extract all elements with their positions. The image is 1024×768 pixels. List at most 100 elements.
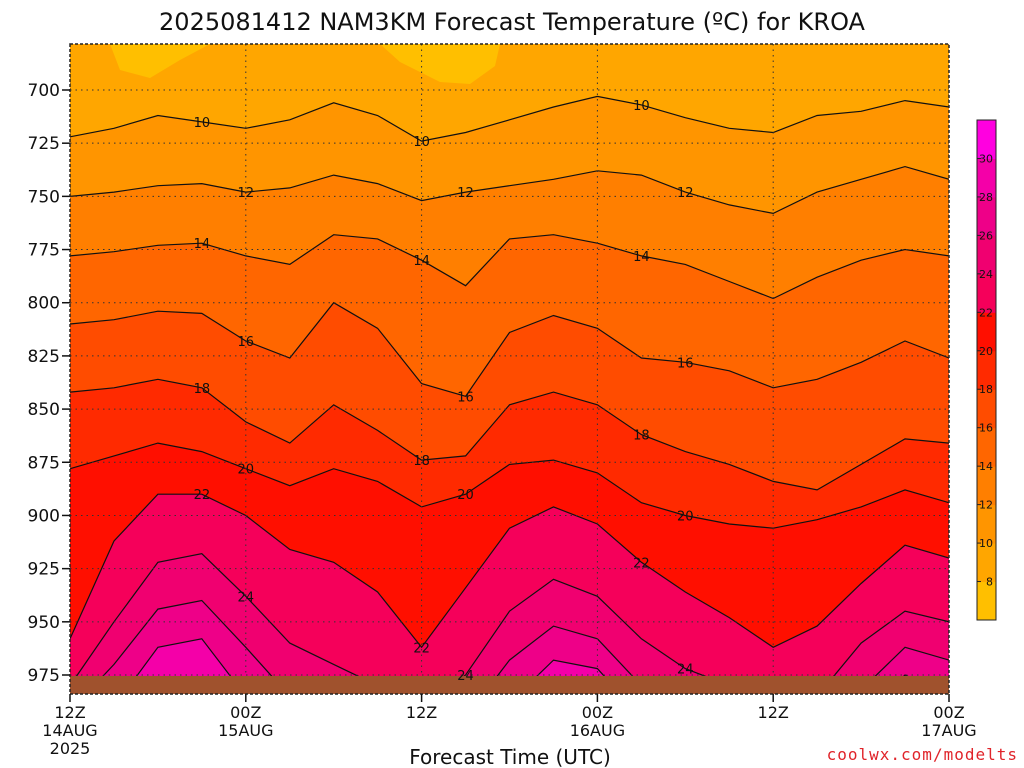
contour-labels: 10 10 10 12 12 12 14 14 14 16 16 16 18 18 18 20 20 20 22 22… bbox=[194, 99, 694, 684]
contour-label-24-1: 24 bbox=[457, 669, 474, 684]
plot-area bbox=[70, 44, 949, 694]
contour-label-20-1: 20 bbox=[457, 488, 474, 503]
colorbar-swatch-1 bbox=[977, 543, 996, 583]
y-tick-label-700: 700 bbox=[28, 81, 60, 101]
contour-label-18-1: 18 bbox=[413, 454, 430, 469]
contour-label-16-2: 16 bbox=[677, 356, 694, 371]
colorbar-swatch-10 bbox=[977, 196, 996, 236]
colorbar-swatch-5 bbox=[977, 389, 996, 429]
contour-label-10-2: 10 bbox=[633, 99, 650, 114]
contour-label-16-0: 16 bbox=[238, 335, 255, 350]
contour-label-12-0: 12 bbox=[238, 186, 255, 201]
isotherm-22 bbox=[70, 493, 949, 649]
x-tick-label-60-1: 17AUG bbox=[921, 721, 976, 740]
plot-frame bbox=[69, 43, 950, 695]
colorbar-swatch-12 bbox=[977, 120, 996, 159]
band-8-pocket-b bbox=[380, 44, 500, 84]
band-24-plus bbox=[70, 553, 949, 694]
y-tick-label-900: 900 bbox=[28, 506, 60, 526]
x-axis-label: Forecast Time (UTC) bbox=[409, 745, 611, 768]
contour-label-12-2: 12 bbox=[677, 186, 694, 201]
colorbar-label-10: 10 bbox=[979, 537, 993, 550]
contour-label-20-2: 20 bbox=[677, 509, 694, 524]
x-tick-label-36-0: 00Z bbox=[582, 703, 613, 722]
isotherm-26 bbox=[85, 599, 949, 694]
contour-label-24-0: 24 bbox=[238, 590, 255, 605]
colorbar-swatch-7 bbox=[977, 312, 996, 352]
colorbar-label-20: 20 bbox=[979, 345, 993, 358]
colorbar-label-16: 16 bbox=[979, 422, 993, 435]
colorbar-swatch-8 bbox=[977, 273, 996, 313]
x-tick-label-12-0: 00Z bbox=[230, 703, 261, 722]
y-tick-label-875: 875 bbox=[28, 453, 60, 473]
contour-label-20-0: 20 bbox=[238, 463, 255, 478]
contour-label-18-2: 18 bbox=[633, 429, 650, 444]
contour-label-14-1: 14 bbox=[413, 254, 430, 269]
isotherm-10 bbox=[70, 95, 949, 142]
colorbar-label-28: 28 bbox=[979, 191, 993, 204]
isotherm-24 bbox=[70, 553, 949, 694]
y-tick-label-850: 850 bbox=[28, 400, 60, 420]
y-axis-ticks: 700 725 750 775 800 825 850 875 900 925 950 975 bbox=[28, 81, 70, 686]
colorbar-label-8: 8 bbox=[986, 576, 993, 589]
colorbar-swatch-11 bbox=[977, 158, 996, 198]
isotherm-16 bbox=[70, 301, 949, 397]
chart-title: 2025081412 NAM3KM Forecast Temperature (… bbox=[159, 8, 866, 36]
contour-label-14-2: 14 bbox=[633, 250, 650, 265]
contour-label-10-1: 10 bbox=[413, 135, 430, 150]
x-tick-label-0-2: 2025 bbox=[50, 739, 91, 758]
y-tick-label-725: 725 bbox=[28, 134, 60, 154]
x-tick-label-0-0: 12Z bbox=[54, 703, 85, 722]
x-tick-label-0-1: 14AUG bbox=[42, 721, 97, 740]
contour-label-22-0: 22 bbox=[194, 488, 211, 503]
contour-label-18-0: 18 bbox=[194, 382, 211, 397]
ground-surface bbox=[70, 676, 949, 694]
colorbar-label-14: 14 bbox=[979, 460, 993, 473]
contour-label-10-0: 10 bbox=[194, 116, 211, 131]
x-tick-label-60-0: 00Z bbox=[933, 703, 964, 722]
y-tick-label-950: 950 bbox=[28, 613, 60, 633]
y-tick-label-775: 775 bbox=[28, 241, 60, 261]
colorbar-swatch-4 bbox=[977, 427, 996, 467]
contour-label-22-1: 22 bbox=[413, 641, 430, 656]
colorbar-swatch-6 bbox=[977, 350, 996, 390]
y-tick-label-825: 825 bbox=[28, 347, 60, 367]
contour-label-22-2: 22 bbox=[633, 556, 650, 571]
colorbar-label-26: 26 bbox=[979, 229, 993, 242]
isotherm-28 bbox=[122, 638, 946, 694]
isotherm-contours bbox=[70, 95, 949, 694]
y-tick-label-750: 750 bbox=[28, 187, 60, 207]
x-tick-label-24-0: 12Z bbox=[406, 703, 437, 722]
colorbar-swatch-3 bbox=[977, 466, 996, 506]
colorbar: 8 10 12 14 16 18 20 22 24 26 28 30 bbox=[976, 119, 997, 621]
x-tick-label-36-1: 16AUG bbox=[570, 721, 625, 740]
grid-lines bbox=[70, 44, 949, 694]
colorbar-label-24: 24 bbox=[979, 268, 993, 281]
contour-label-16-1: 16 bbox=[457, 390, 474, 405]
isotherm-18 bbox=[70, 378, 949, 491]
contour-label-24-2: 24 bbox=[677, 663, 694, 678]
isotherm-14 bbox=[70, 234, 949, 300]
isotherm-20 bbox=[70, 442, 949, 529]
x-tick-label-48-0: 12Z bbox=[758, 703, 789, 722]
isotherm-12 bbox=[70, 165, 949, 215]
colorbar-swatch-0 bbox=[977, 581, 996, 621]
colorbar-label-18: 18 bbox=[979, 383, 993, 396]
colorbar-swatch-9 bbox=[977, 235, 996, 275]
colorbar-label-12: 12 bbox=[979, 499, 993, 512]
colorbar-label-22: 22 bbox=[979, 306, 993, 319]
y-tick-label-925: 925 bbox=[28, 560, 60, 580]
temperature-bands bbox=[70, 44, 949, 694]
colorbar-swatch-2 bbox=[977, 504, 996, 544]
y-tick-label-975: 975 bbox=[28, 666, 60, 686]
credit-link[interactable]: coolwx.com/modelts bbox=[827, 745, 1018, 764]
x-tick-label-12-1: 15AUG bbox=[218, 721, 273, 740]
colorbar-frame bbox=[976, 119, 997, 621]
contour-label-14-0: 14 bbox=[194, 237, 211, 252]
y-tick-label-800: 800 bbox=[28, 294, 60, 314]
contour-label-12-1: 12 bbox=[457, 186, 474, 201]
colorbar-label-30: 30 bbox=[979, 152, 993, 165]
band-8-pocket-a bbox=[110, 44, 210, 78]
